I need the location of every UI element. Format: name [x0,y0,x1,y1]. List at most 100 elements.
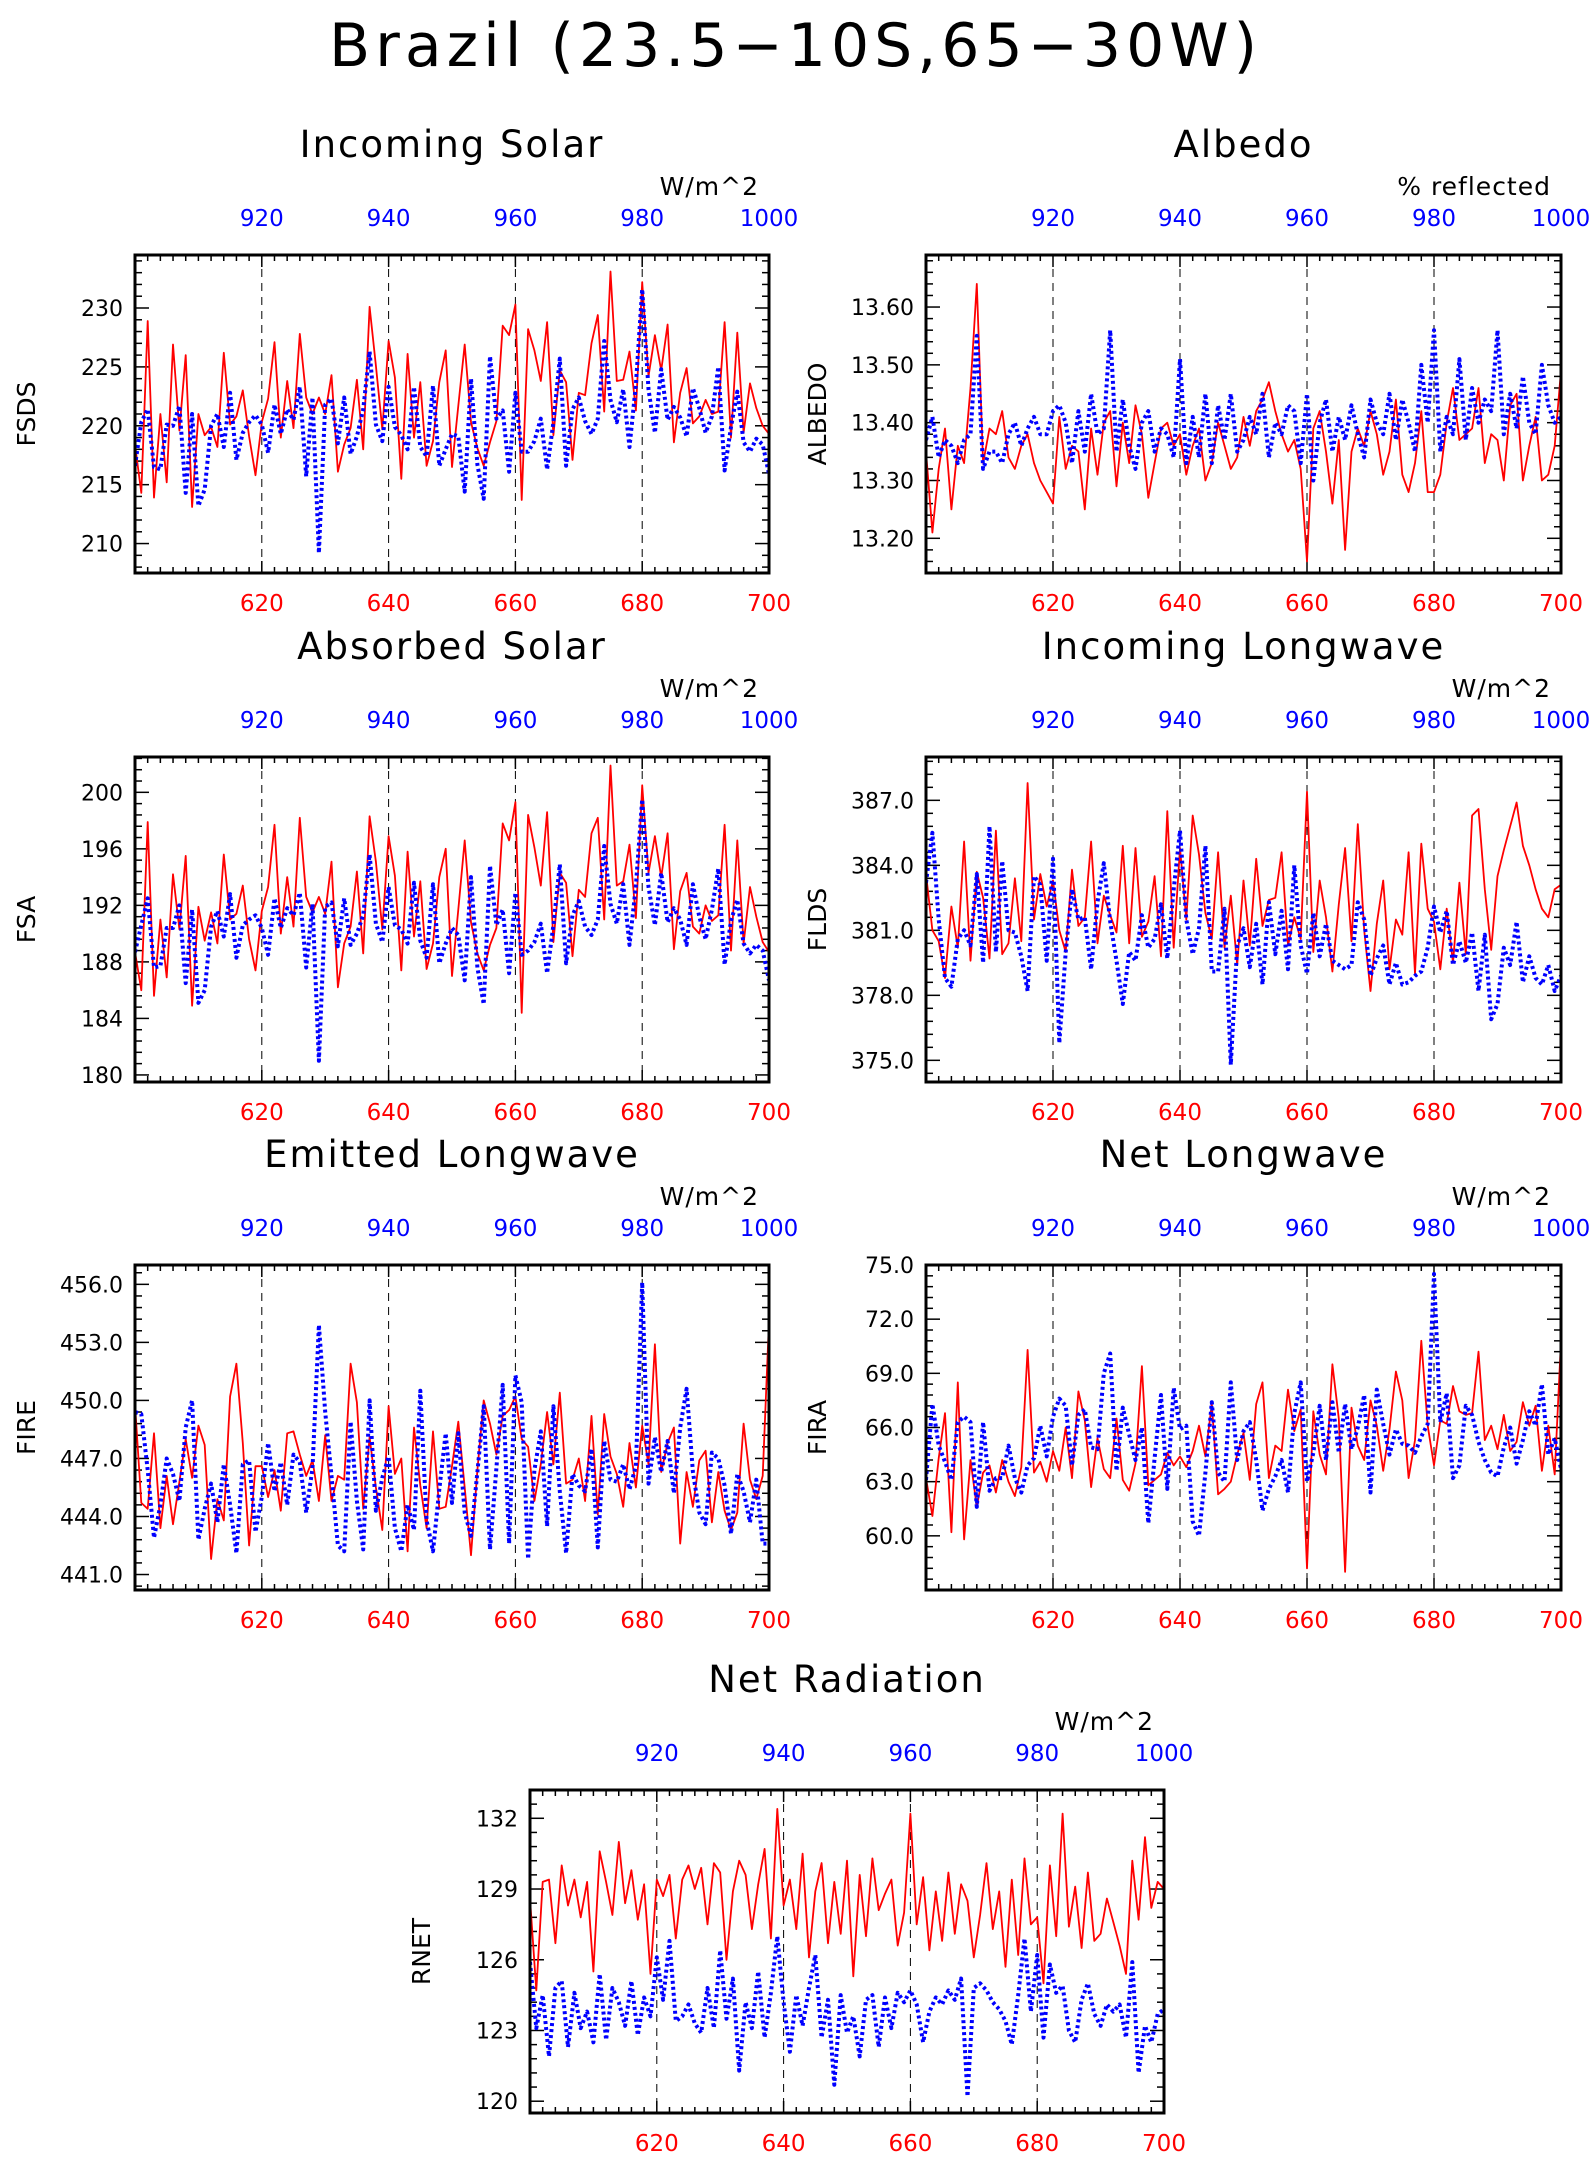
x-tick-label-top: 940 [367,206,411,232]
y-tick-label: 66.0 [865,1417,914,1442]
x-tick-label-top: 940 [1158,708,1202,734]
y-tick-label: 180 [81,1064,123,1089]
plot-frame [133,1263,771,1592]
x-tick-label-top: 980 [1412,1216,1456,1242]
panel-albedo: Albedo % reflected 13.20 13.30 13.40 13.50 13.… [803,123,1590,617]
main-title: Brazil (23.5−10S,65−30W) [329,11,1262,81]
series-line-red [135,764,769,1014]
x-tick-label-top: 980 [620,206,664,232]
x-tick-label-top: 940 [1158,1216,1202,1242]
x-tick-label-top: 960 [493,206,537,232]
panel-fsa: Absorbed Solar W/m^2 180 184 188 192 196 200 620… [12,625,798,1126]
series-line-blue [135,287,769,555]
x-tick-label-top: 920 [240,206,284,232]
x-tick-label-top: 960 [493,1216,537,1242]
x-tick-label-bottom: 680 [1412,1608,1456,1634]
series-line-blue [135,1280,769,1561]
y-tick-label: 192 [81,894,123,919]
y-axis-label: FSA [12,896,41,943]
x-tick-label-bottom: 700 [747,1100,791,1126]
y-tick-label: 132 [476,1807,518,1832]
plot-frame [924,1263,1563,1592]
units-label: W/m^2 [1452,1182,1551,1211]
x-tick-label-bottom: 640 [1158,591,1202,617]
y-tick-label: 444.0 [60,1505,123,1530]
series-line-red [530,1808,1164,1992]
y-tick-label: 375.0 [851,1049,914,1074]
panel-fira: Net Longwave W/m^2 60.0 63.0 66.0 69.0 72.0 75.… [803,1133,1590,1634]
units-label: W/m^2 [660,1182,759,1211]
x-tick-label-top: 960 [1285,1216,1329,1242]
y-tick-label: 129 [476,1878,518,1903]
x-tick-label-top: 1000 [740,1216,799,1242]
x-tick-label-bottom: 680 [1412,1100,1456,1126]
x-tick-label-bottom: 620 [1031,591,1075,617]
plot-frame [133,253,771,575]
x-tick-label-top: 980 [1015,1741,1059,1767]
y-tick-label: 72.0 [865,1308,914,1333]
y-tick-label: 210 [81,533,123,558]
x-tick-label-bottom: 640 [367,591,411,617]
x-tick-label-bottom: 640 [762,2131,806,2157]
x-tick-label-top: 1000 [1532,206,1591,232]
y-tick-label: 456.0 [60,1273,123,1298]
x-tick-label-bottom: 700 [1539,591,1583,617]
x-tick-label-top: 920 [1031,1216,1075,1242]
x-tick-label-top: 920 [240,1216,284,1242]
series-line-blue [135,797,769,1063]
x-tick-label-top: 980 [1412,206,1456,232]
x-tick-label-top: 960 [493,708,537,734]
series-line-red [926,782,1561,992]
x-tick-label-top: 1000 [740,708,799,734]
x-tick-label-top: 940 [762,1741,806,1767]
panel-title: Emitted Longwave [264,1133,640,1176]
x-tick-label-bottom: 680 [1015,2131,1059,2157]
y-tick-label: 447.0 [60,1447,123,1472]
y-axis-label: ALBEDO [803,363,832,466]
x-tick-label-top: 1000 [1135,1741,1194,1767]
units-label: W/m^2 [1055,1707,1154,1736]
y-tick-label: 225 [81,356,123,381]
y-tick-label: 188 [81,951,123,976]
series-line-red [926,282,1561,563]
panel-title: Absorbed Solar [297,625,607,668]
y-tick-label: 69.0 [865,1362,914,1387]
panel-title: Net Radiation [708,1658,986,1701]
x-tick-label-bottom: 680 [620,1608,664,1634]
y-tick-label: 13.60 [851,296,914,321]
x-tick-label-bottom: 640 [1158,1100,1202,1126]
y-tick-label: 230 [81,297,123,322]
series-line-blue [926,1272,1561,1538]
series-line-red [926,1339,1561,1573]
series-line-red [135,270,769,508]
x-tick-label-top: 1000 [1532,1216,1591,1242]
y-tick-label: 378.0 [851,984,914,1009]
x-tick-label-bottom: 660 [888,2131,932,2157]
y-tick-label: 13.50 [851,354,914,379]
y-tick-label: 200 [81,781,123,806]
x-tick-label-bottom: 660 [1285,591,1329,617]
plot-frame [924,755,1563,1084]
panel-title: Albedo [1174,123,1314,166]
x-tick-label-top: 1000 [1532,708,1591,734]
x-tick-label-top: 940 [367,1216,411,1242]
panel-title: Incoming Longwave [1042,625,1446,668]
series-line-blue [926,824,1561,1067]
units-label: W/m^2 [1452,674,1551,703]
panel-title: Incoming Solar [300,123,605,166]
y-tick-label: 384.0 [851,854,914,879]
x-tick-label-bottom: 700 [747,591,791,617]
x-tick-label-bottom: 660 [493,1608,537,1634]
x-tick-label-bottom: 660 [1285,1608,1329,1634]
y-tick-label: 13.30 [851,469,914,494]
x-tick-label-top: 920 [1031,708,1075,734]
x-tick-label-bottom: 620 [635,2131,679,2157]
panel-rnet: Net Radiation W/m^2 120 123 126 129 132 620 640 6… [407,1658,1193,2157]
panel-fire: Emitted Longwave W/m^2 441.0 444.0 447.0 450.… [12,1133,798,1634]
plot-frame [133,755,771,1084]
units-label: W/m^2 [660,674,759,703]
series-line-blue [926,328,1561,483]
y-axis-label: FLDS [803,888,832,951]
x-tick-label-top: 960 [1285,708,1329,734]
y-tick-label: 215 [81,474,123,499]
